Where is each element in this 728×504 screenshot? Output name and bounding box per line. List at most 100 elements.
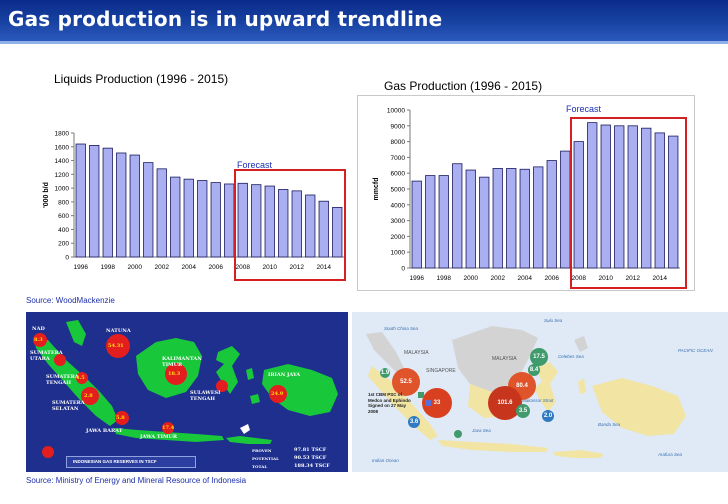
bar bbox=[600, 124, 611, 269]
y-tick-label: 0 bbox=[401, 266, 405, 273]
label-java-sea: Java Sea bbox=[472, 428, 491, 433]
bar bbox=[156, 168, 167, 258]
bar bbox=[411, 180, 422, 269]
bar bbox=[75, 143, 86, 258]
cbm-bubble: 52.5 bbox=[392, 368, 420, 396]
bar bbox=[129, 154, 140, 258]
x-tick-label: 2004 bbox=[182, 264, 197, 271]
bar bbox=[318, 200, 329, 258]
totals-label: PROVEN bbox=[252, 448, 272, 453]
region-sulawesi-tengah: SULAWESI TENGAH bbox=[190, 390, 221, 402]
x-tick-label: 1998 bbox=[101, 264, 116, 271]
map-totals: PROVEN 97.81 TSCF POTENTIAL 90.53 TSCF T… bbox=[250, 444, 346, 472]
x-tick-label: 2000 bbox=[128, 264, 143, 271]
bar bbox=[479, 176, 490, 269]
forecast-label: Forecast bbox=[566, 104, 602, 114]
x-tick-label: 2010 bbox=[263, 264, 278, 271]
cbm-marker bbox=[425, 400, 431, 406]
y-tick-label: 8000 bbox=[391, 139, 406, 146]
bar bbox=[452, 163, 463, 269]
cbm-bubble: 17.5 bbox=[530, 348, 548, 366]
bar bbox=[587, 122, 598, 269]
bar bbox=[654, 132, 665, 269]
title-rule bbox=[0, 41, 728, 44]
bar bbox=[210, 182, 221, 258]
left-map-svg bbox=[33, 320, 338, 458]
title-bar: Gas production is in upward trendline bbox=[0, 0, 728, 44]
bar bbox=[264, 185, 275, 258]
bar bbox=[183, 178, 194, 258]
map-legend-box: INDONESIAN GAS RESERVES IN TSCF bbox=[66, 456, 196, 468]
bar bbox=[465, 169, 476, 269]
y-tick-label: 600 bbox=[58, 213, 69, 220]
bar bbox=[102, 147, 113, 258]
x-tick-label: 2002 bbox=[155, 264, 170, 271]
slide-title: Gas production is in upward trendline bbox=[8, 7, 443, 31]
y-tick-label: 9000 bbox=[391, 123, 406, 130]
bar bbox=[170, 176, 181, 258]
x-tick-label: 2002 bbox=[491, 275, 506, 282]
cbm-bubble: 3.5 bbox=[516, 404, 530, 418]
cbm-bubble: 1.9 bbox=[380, 368, 390, 378]
reserve-value: 8.3 bbox=[34, 337, 43, 343]
totals-label: TOTAL bbox=[252, 464, 268, 469]
totals-label: POTENTIAL bbox=[252, 456, 279, 461]
y-tick-label: 0 bbox=[65, 255, 69, 262]
label-banda-sea: Banda Sea bbox=[598, 422, 621, 427]
y-tick-label: 3000 bbox=[391, 218, 406, 225]
x-tick-label: 2012 bbox=[626, 275, 641, 282]
cbm-marker bbox=[454, 430, 462, 438]
label-malaysia-east: MALAYSIA bbox=[492, 356, 517, 362]
label-sulu-sea: Sulu Sea bbox=[544, 318, 563, 323]
label-arafura-sea: Arafura Sea bbox=[658, 452, 683, 457]
y-tick-label: 800 bbox=[58, 199, 69, 206]
right-map-svg bbox=[366, 326, 686, 458]
totals-value: 90.53 TSCF bbox=[294, 455, 327, 461]
region-sumatera-selatan: SUMATERA SELATAN bbox=[52, 400, 85, 412]
bar bbox=[251, 184, 262, 258]
x-tick-label: 1998 bbox=[437, 275, 452, 282]
region-jawa-barat: JAWA BARAT bbox=[86, 428, 123, 434]
reserve-value: 18.3 bbox=[168, 371, 181, 377]
y-tick-label: 7000 bbox=[391, 155, 406, 162]
y-tick-label: 400 bbox=[58, 227, 69, 234]
cbm-marker bbox=[418, 392, 424, 398]
x-tick-label: 2006 bbox=[545, 275, 560, 282]
label-indian-ocean: Indian Ocean bbox=[372, 458, 399, 463]
reserve-value: 2.8 bbox=[84, 393, 93, 399]
totals-value: 188.34 TSCF bbox=[294, 463, 330, 469]
y-tick-label: 4000 bbox=[391, 202, 406, 209]
x-tick-label: 2014 bbox=[317, 264, 332, 271]
bar bbox=[438, 175, 449, 269]
x-tick-label: 2012 bbox=[290, 264, 305, 271]
bar bbox=[278, 189, 289, 258]
reserve-value: 4.5 bbox=[76, 375, 85, 381]
liquids-chart: 0 200 400 600 800 1000 1200 1400 1600 1800 1996 199… bbox=[40, 86, 350, 286]
source-bottom: Source: Ministry of Energy and Mineral R… bbox=[26, 476, 247, 485]
region-irian-jaya: IRIAN JAYA bbox=[268, 372, 301, 378]
x-tick-label: 1996 bbox=[410, 275, 425, 282]
bar bbox=[291, 190, 302, 258]
x-tick-label: 2000 bbox=[464, 275, 479, 282]
y-axis-title: mmcfd bbox=[373, 178, 380, 201]
forecast-label: Forecast bbox=[237, 160, 273, 170]
reserve-value: 24.9 bbox=[271, 391, 284, 397]
label-makassar-strait: Makassar Strait bbox=[522, 398, 554, 403]
region-sumatera-utara: SUMATERA UTARA bbox=[30, 350, 63, 362]
label-celebes-sea: Celebes Sea bbox=[558, 354, 584, 359]
bar bbox=[116, 152, 127, 258]
cbm-bubble: 8.4 bbox=[528, 364, 540, 376]
bar bbox=[305, 194, 316, 258]
bar bbox=[143, 162, 154, 258]
x-tick-label: 1996 bbox=[74, 264, 89, 271]
gas-chart: 0 1000 2000 3000 4000 5000 6000 7000 8000 9000 100… bbox=[357, 95, 695, 291]
label-south-china-sea: South China Sea bbox=[384, 326, 419, 331]
y-tick-label: 1200 bbox=[55, 172, 70, 179]
reserve-value: 17.4 bbox=[162, 425, 175, 431]
bar bbox=[197, 180, 208, 258]
forecast-box bbox=[570, 117, 687, 289]
bar bbox=[237, 182, 248, 258]
y-tick-label: 6000 bbox=[391, 171, 406, 178]
source-top: Source: WoodMackenzie bbox=[26, 296, 115, 305]
bar bbox=[668, 135, 679, 269]
